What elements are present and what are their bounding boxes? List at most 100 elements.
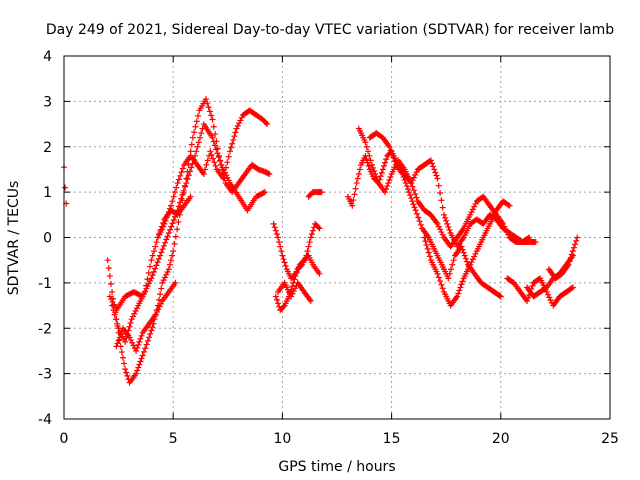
data-point bbox=[532, 239, 539, 246]
data-point bbox=[409, 183, 416, 190]
data-point bbox=[435, 274, 442, 281]
data-point bbox=[118, 349, 125, 356]
data-point bbox=[132, 308, 139, 315]
data-point bbox=[149, 272, 156, 279]
y-tick-label: 3 bbox=[43, 94, 52, 110]
data-point bbox=[467, 261, 474, 268]
series-t4 bbox=[109, 107, 271, 345]
data-point bbox=[569, 248, 576, 255]
data-point bbox=[137, 335, 144, 342]
data-point bbox=[264, 121, 271, 128]
data-point bbox=[544, 291, 551, 298]
data-point bbox=[442, 214, 449, 221]
data-point bbox=[108, 296, 115, 303]
data-point bbox=[160, 219, 167, 226]
data-point bbox=[437, 226, 444, 233]
data-point bbox=[438, 197, 445, 204]
data-point bbox=[371, 167, 378, 174]
data-point bbox=[281, 259, 288, 266]
data-point bbox=[177, 199, 184, 206]
data-point bbox=[166, 261, 173, 268]
data-point bbox=[307, 234, 314, 241]
data-point bbox=[144, 276, 151, 283]
data-point bbox=[135, 341, 142, 348]
series-t5 bbox=[113, 279, 179, 354]
data-point bbox=[472, 250, 479, 257]
data-point bbox=[412, 190, 419, 197]
series-t12 bbox=[355, 125, 539, 250]
data-point bbox=[390, 154, 397, 161]
data-point bbox=[506, 202, 513, 209]
data-point bbox=[206, 152, 213, 159]
data-point bbox=[154, 259, 161, 266]
data-point bbox=[165, 266, 172, 273]
data-point bbox=[368, 161, 375, 168]
data-point bbox=[139, 352, 146, 359]
data-point bbox=[356, 166, 363, 173]
data-point bbox=[112, 316, 119, 323]
data-point bbox=[365, 148, 372, 155]
data-point bbox=[288, 293, 295, 300]
data-point bbox=[168, 257, 175, 264]
data-point bbox=[275, 300, 282, 307]
data-point bbox=[450, 257, 457, 264]
data-point bbox=[122, 338, 129, 345]
data-point bbox=[136, 361, 143, 368]
data-point bbox=[198, 130, 205, 137]
data-point bbox=[234, 122, 241, 129]
data-point bbox=[212, 162, 219, 169]
data-point bbox=[568, 285, 575, 292]
data-point bbox=[168, 223, 175, 230]
data-point bbox=[307, 298, 314, 305]
data-point bbox=[308, 231, 315, 238]
data-point bbox=[150, 268, 157, 275]
data-point bbox=[138, 355, 145, 362]
data-point bbox=[443, 217, 450, 224]
data-point bbox=[408, 195, 415, 202]
data-point bbox=[163, 271, 170, 278]
data-point bbox=[131, 310, 138, 317]
data-point bbox=[173, 184, 180, 191]
data-point bbox=[106, 273, 113, 280]
data-point bbox=[309, 227, 316, 234]
data-point bbox=[292, 285, 299, 292]
data-point bbox=[122, 366, 129, 373]
y-tick-label: -2 bbox=[38, 321, 52, 337]
data-point bbox=[383, 156, 390, 163]
data-point bbox=[156, 296, 163, 303]
data-point bbox=[208, 112, 215, 119]
data-point bbox=[205, 104, 212, 111]
data-point bbox=[445, 275, 452, 282]
data-point bbox=[212, 142, 219, 149]
data-point bbox=[260, 189, 267, 196]
data-point bbox=[409, 198, 416, 205]
data-point bbox=[305, 243, 312, 250]
data-point bbox=[152, 243, 159, 250]
data-point bbox=[263, 119, 270, 126]
data-point bbox=[434, 175, 441, 182]
data-point bbox=[107, 281, 114, 288]
data-point bbox=[165, 229, 172, 236]
data-point bbox=[133, 305, 140, 312]
data-point bbox=[456, 287, 463, 294]
data-point bbox=[148, 257, 155, 264]
data-point bbox=[110, 307, 117, 314]
data-point bbox=[459, 278, 466, 285]
data-point bbox=[387, 174, 394, 180]
data-point bbox=[567, 254, 574, 261]
series-t14 bbox=[421, 198, 513, 309]
series-t1 bbox=[61, 164, 70, 207]
data-point bbox=[386, 177, 393, 184]
data-point bbox=[497, 293, 504, 300]
data-point bbox=[570, 244, 577, 251]
data-point bbox=[130, 342, 137, 349]
data-point bbox=[136, 338, 143, 345]
data-point bbox=[421, 234, 428, 241]
data-point bbox=[119, 354, 126, 361]
data-point bbox=[160, 242, 167, 249]
data-point bbox=[349, 202, 356, 209]
data-point bbox=[461, 252, 468, 259]
data-point bbox=[156, 303, 163, 310]
data-point bbox=[160, 277, 167, 284]
data-point bbox=[411, 204, 418, 211]
